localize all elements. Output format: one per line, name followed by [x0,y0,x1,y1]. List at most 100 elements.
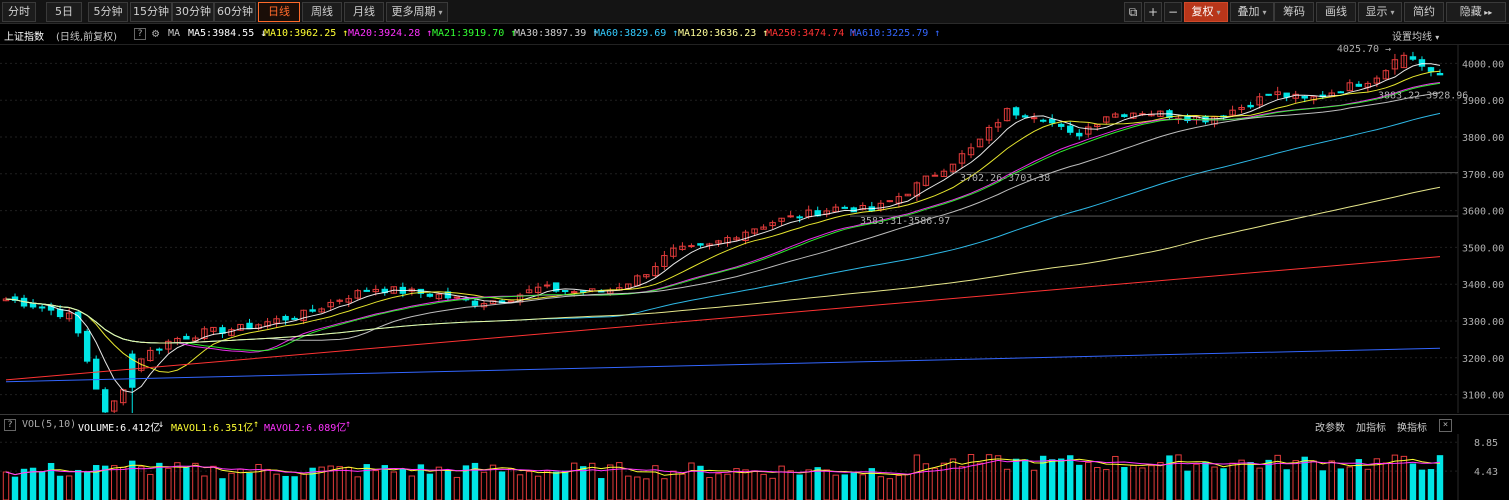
candle[interactable] [219,324,226,338]
display-button[interactable]: 显示 ▾ [1358,2,1402,22]
candle[interactable] [156,347,163,355]
volume-bar[interactable] [1427,469,1435,500]
volume-bar[interactable] [372,470,379,500]
candle[interactable] [1247,101,1254,109]
candle[interactable] [1058,122,1065,131]
volume-bar[interactable] [661,478,668,500]
candle[interactable] [426,292,434,298]
candle[interactable] [1337,90,1344,94]
volume-bar[interactable] [805,469,812,500]
volume-bar[interactable] [850,472,857,500]
volume-bar[interactable] [489,464,497,500]
candle[interactable] [561,290,569,295]
volume-bar[interactable] [462,465,470,500]
candle[interactable] [733,235,740,242]
candle[interactable] [291,316,298,320]
volume-bar[interactable] [1094,466,1101,500]
volume-bar[interactable] [1012,458,1020,500]
candle[interactable] [670,244,677,259]
volume-bar[interactable] [1328,460,1335,500]
candle[interactable] [363,287,370,292]
volume-bar[interactable] [354,476,361,500]
candle[interactable] [1391,53,1399,75]
volume-bar[interactable] [904,474,912,500]
volume-bar[interactable] [570,462,578,500]
candle[interactable] [381,286,388,296]
candle[interactable] [552,282,560,293]
volume-bar[interactable] [291,476,298,500]
candle[interactable] [264,317,271,329]
candle[interactable] [1265,93,1272,96]
ma-help-icon[interactable]: ? [134,28,146,40]
candle[interactable] [1112,112,1119,118]
volume-bar[interactable] [246,472,253,500]
volume-bar[interactable] [47,462,55,500]
volume-bar[interactable] [814,467,821,500]
candle[interactable] [832,203,839,213]
volume-bar[interactable] [760,473,767,500]
gear-icon[interactable]: ⚙ [152,26,160,40]
volume-bar[interactable] [327,465,334,500]
candle[interactable] [1355,81,1363,87]
volume-bar[interactable] [390,471,398,500]
volume-bar[interactable] [138,466,145,500]
candle[interactable] [1103,116,1110,125]
candle[interactable] [147,347,154,362]
volume-bar[interactable] [706,476,713,500]
candle[interactable] [138,358,145,373]
volume-bar[interactable] [56,475,64,500]
volume-bar[interactable] [976,462,984,500]
candle[interactable] [201,326,208,341]
volume-bar[interactable] [1030,469,1038,500]
volume-bar[interactable] [949,458,957,500]
candle[interactable] [74,310,82,337]
candle[interactable] [255,323,262,331]
volume-help-icon[interactable]: ? [4,419,16,431]
candle[interactable] [652,262,659,278]
volume-bar[interactable] [1202,461,1209,500]
kline-chart[interactable]: 4000.00 3900.00 3800.00 3700.00 3600.00 3500.… [0,44,1509,413]
volume-bar[interactable] [1382,462,1390,500]
tab-30min[interactable]: 30分钟 [172,2,214,22]
volume-bar[interactable] [1220,468,1227,500]
volume-bar[interactable] [1157,462,1164,500]
volume-bar[interactable] [715,473,722,500]
volume-bar[interactable] [561,470,569,500]
volume-bar[interactable] [670,470,677,500]
volume-bar[interactable] [1337,468,1344,500]
kline-svg[interactable]: 4000.00 3900.00 3800.00 3700.00 3600.00 3500.… [0,45,1509,413]
volume-bar[interactable] [38,471,46,500]
volume-bar[interactable] [1148,465,1155,500]
volume-bar[interactable] [1310,460,1317,500]
candle[interactable] [994,118,1002,133]
candle[interactable] [183,333,190,340]
change-indicator-button[interactable]: 换指标 [1397,423,1427,434]
tab-5day[interactable]: 5日 [46,2,82,22]
volume-chart[interactable]: 8.85 4.43 [0,434,1509,500]
candle[interactable] [336,298,343,305]
volume-bar[interactable] [192,462,199,500]
candle[interactable] [120,388,127,406]
candle[interactable] [1121,113,1128,118]
volume-bar[interactable] [480,471,488,500]
candle[interactable] [1409,51,1417,62]
zoom-in-icon[interactable]: + [1144,2,1162,22]
volume-bar[interactable] [1139,467,1146,500]
hide-button[interactable]: 隐藏 ▸▸ [1446,2,1506,22]
volume-bar[interactable] [282,475,289,500]
candle[interactable] [83,328,91,364]
volume-bar[interactable] [309,467,316,500]
volume-bar[interactable] [102,465,109,500]
candle[interactable] [868,201,876,213]
volume-bar[interactable] [643,478,650,500]
volume-bar[interactable] [886,478,894,500]
tab-15min[interactable]: 15分钟 [130,2,172,22]
volume-bar[interactable] [1346,466,1354,500]
candle[interactable] [859,202,866,211]
candle[interactable] [417,288,425,298]
candle[interactable] [679,242,686,251]
candle[interactable] [931,172,939,177]
candle[interactable] [985,124,993,144]
volume-bar[interactable] [1355,459,1363,500]
volume-bar[interactable] [399,469,407,500]
